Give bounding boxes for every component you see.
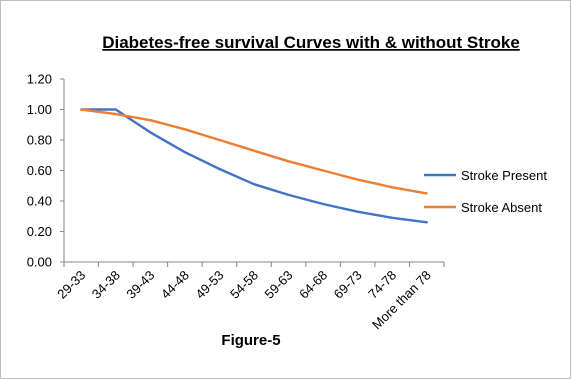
series-layer	[80, 108, 428, 224]
x-tick-label: 69-73	[331, 268, 365, 302]
y-tick-label: 0.40	[27, 194, 52, 209]
legend: Stroke Present Stroke Absent	[424, 168, 547, 215]
y-tick-label: 1.00	[27, 102, 52, 117]
series-line-stroke-present	[80, 108, 428, 224]
x-tick-label: 59-63	[262, 268, 296, 302]
x-tick-label: 64-68	[296, 268, 330, 302]
legend-label-stroke-present: Stroke Present	[461, 168, 547, 183]
x-tick-label: 29-33	[54, 268, 88, 302]
y-tick-label: 0.20	[27, 224, 52, 239]
x-tick-label: 44-48	[158, 268, 192, 302]
x-tick-label: 54-58	[227, 268, 261, 302]
y-tick-label: 1.20	[27, 72, 52, 87]
x-tick-label: 49-53	[192, 268, 226, 302]
x-axis-label: Figure-5	[221, 332, 280, 349]
chart-title: Diabetes-free survival Curves with & wit…	[102, 33, 520, 52]
y-tick-label: 0.80	[27, 133, 52, 148]
y-tick-label: 0.60	[27, 163, 52, 178]
legend-label-stroke-absent: Stroke Absent	[461, 200, 542, 215]
x-tick-label: 39-43	[123, 268, 157, 302]
x-tick-label: 34-38	[89, 268, 123, 302]
y-tick-label: 0.00	[27, 255, 52, 270]
